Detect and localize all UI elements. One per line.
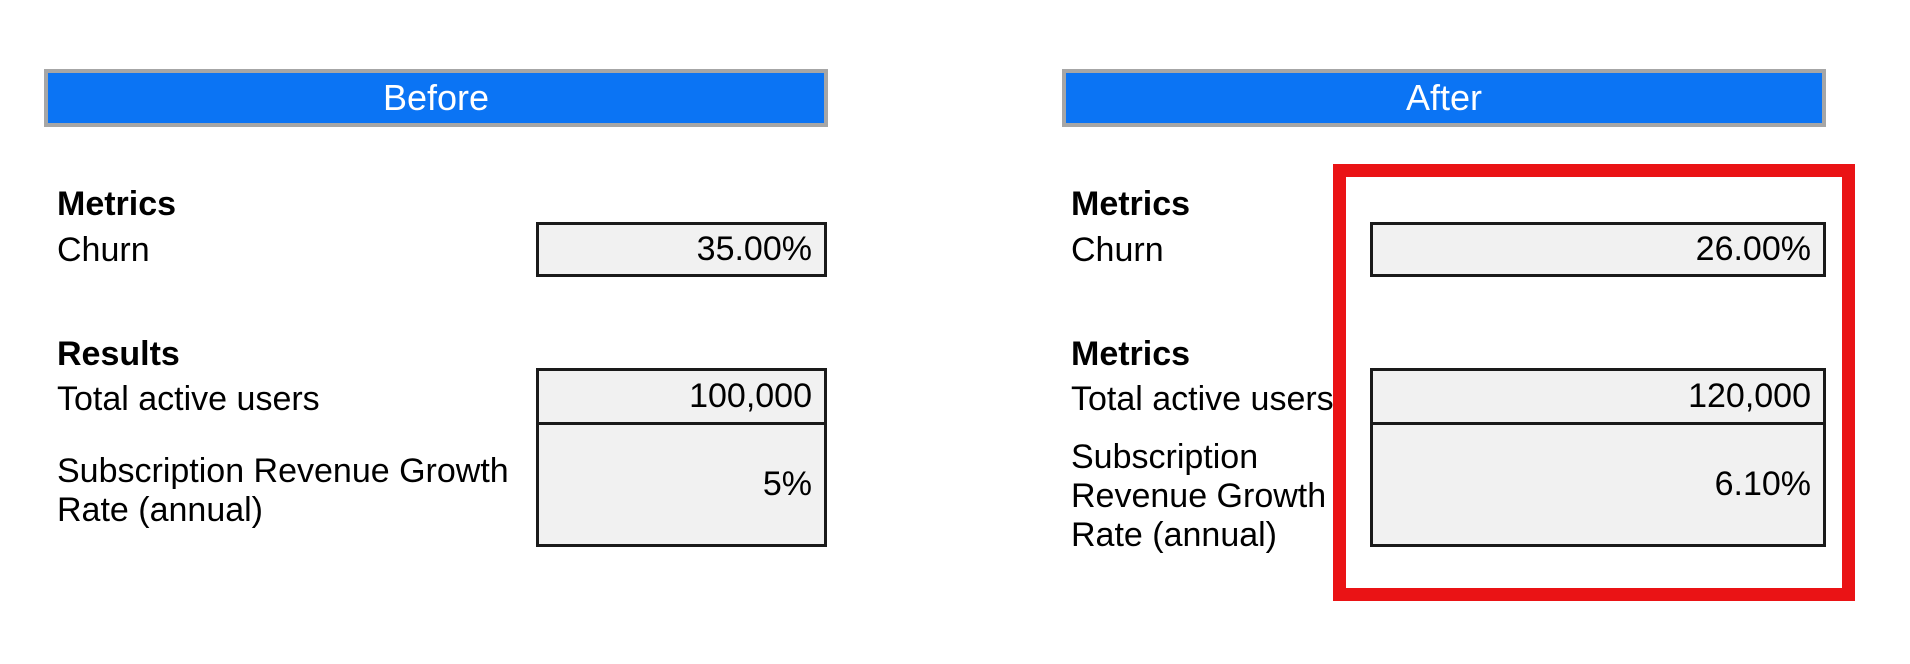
after-banner: After bbox=[1062, 69, 1826, 127]
after-results-cell-group: 120,000 6.10% bbox=[1370, 368, 1826, 547]
after-growth-rate-value-cell[interactable]: 6.10% bbox=[1714, 465, 1811, 503]
red-highlight-box bbox=[1333, 164, 1855, 601]
before-growth-rate-label: Subscription Revenue Growth Rate (annual… bbox=[57, 452, 509, 529]
before-banner: Before bbox=[44, 69, 828, 127]
after-metrics-heading: Metrics bbox=[1071, 185, 1191, 223]
after-total-active-users-value-cell[interactable]: 120,000 bbox=[1373, 371, 1823, 425]
after-growth-rate-label: Subscription Revenue Growth Rate (annual… bbox=[1071, 438, 1327, 554]
before-total-active-users-label: Total active users bbox=[57, 380, 320, 418]
after-churn-label: Churn bbox=[1071, 231, 1164, 269]
after-churn-value-cell[interactable]: 26.00% bbox=[1370, 222, 1826, 277]
before-churn-label: Churn bbox=[57, 231, 150, 269]
after-results-heading: Metrics bbox=[1071, 335, 1191, 373]
before-churn-value-cell[interactable]: 35.00% bbox=[536, 222, 827, 277]
before-results-heading: Results bbox=[57, 335, 180, 373]
before-results-cell-group: 100,000 5% bbox=[536, 368, 827, 547]
after-total-active-users-label: Total active users bbox=[1071, 380, 1334, 418]
before-metrics-heading: Metrics bbox=[57, 185, 177, 223]
before-growth-rate-value-cell[interactable]: 5% bbox=[762, 465, 812, 503]
before-total-active-users-value-cell[interactable]: 100,000 bbox=[539, 371, 824, 425]
